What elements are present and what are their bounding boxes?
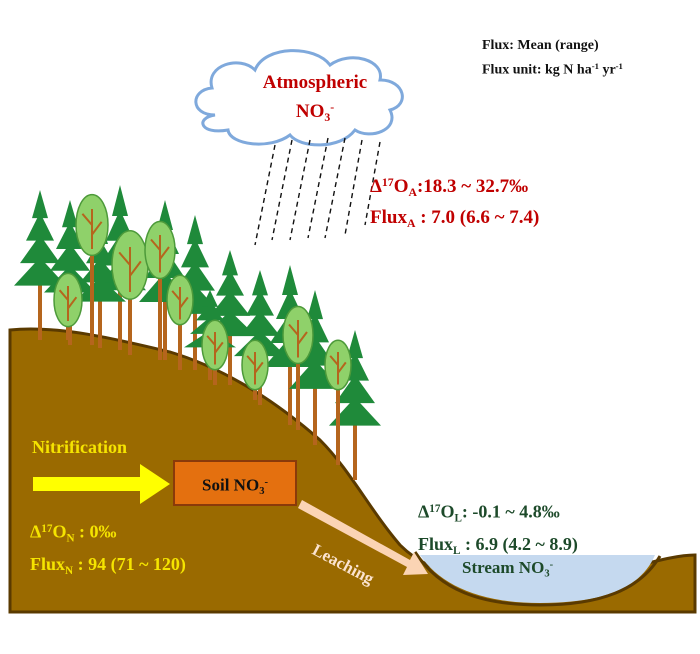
sup: 17 <box>429 503 441 515</box>
sub: 3 <box>544 568 550 580</box>
sub: 3 <box>259 485 265 497</box>
exp: -1 <box>615 61 623 71</box>
sup: 17 <box>381 176 394 189</box>
sub: L <box>454 512 462 525</box>
sup: - <box>549 559 554 571</box>
sub: 3 <box>324 110 331 124</box>
sub: N <box>65 565 74 578</box>
leaching-values: Δ17OL: -0.1 ~ 4.8‰ FluxL : 6.9 (4.2 ~ 8.… <box>418 496 578 564</box>
deciduous-tree <box>282 305 314 430</box>
soil-label: Soil NO <box>202 475 260 495</box>
rain-lines <box>254 137 381 246</box>
no3-label: NO <box>295 100 325 122</box>
legend-line-2: Flux unit: kg N ha <box>482 62 592 78</box>
conifer-tree <box>14 190 66 340</box>
cloud-icon <box>194 49 404 147</box>
legend-line-1: Flux: Mean (range) <box>482 38 599 53</box>
soil-no3-box: Soil NO3- <box>173 460 297 506</box>
nitrification-label: Nitrification <box>32 437 127 457</box>
deciduous-tree <box>166 274 194 370</box>
flux: Flux <box>370 206 407 228</box>
sup: - <box>330 101 335 114</box>
delta: Δ <box>30 521 42 542</box>
flux: Flux <box>30 554 66 575</box>
legend-unit: yr <box>598 62 616 78</box>
deciduous-tree <box>241 339 269 400</box>
flux-legend: Flux: Mean (range) Flux unit: kg N ha-1 … <box>482 36 623 80</box>
delta-value: : 0‰ <box>74 521 117 542</box>
sub: N <box>66 532 75 545</box>
deciduous-tree <box>111 230 149 355</box>
flux-value: : 6.9 (4.2 ~ 8.9) <box>460 534 578 555</box>
forest <box>14 185 381 480</box>
deciduous-tree <box>144 220 176 360</box>
delta: Δ <box>370 175 382 197</box>
o: O <box>52 521 67 542</box>
sub: A <box>406 217 416 231</box>
stream-water <box>420 555 655 603</box>
leaching-arrow <box>298 500 428 575</box>
deciduous-tree <box>201 319 229 385</box>
o: O <box>440 501 455 522</box>
exp: -1 <box>591 61 599 71</box>
atmospheric-values: Δ17OA:18.3 ~ 32.7‰ FluxA : 7.0 (6.6 ~ 7.… <box>370 170 539 236</box>
stream-text: Stream NO <box>462 558 545 577</box>
delta-value: : -0.1 ~ 4.8‰ <box>461 501 560 522</box>
flux-value: : 94 (71 ~ 120) <box>73 554 186 575</box>
conifer-tree <box>329 330 381 480</box>
deciduous-tree <box>324 339 352 465</box>
deciduous-tree <box>75 193 109 345</box>
sup: 17 <box>41 523 53 535</box>
atmospheric-title: Atmospheric <box>262 72 368 93</box>
delta: Δ <box>418 501 430 522</box>
deciduous-tree <box>53 272 83 340</box>
flux-value: : 7.0 (6.6 ~ 7.4) <box>415 206 540 228</box>
sub: A <box>408 185 417 199</box>
stream-label: Stream NO3- <box>462 558 553 580</box>
delta-value: :18.3 ~ 32.7‰ <box>416 175 529 197</box>
sup: - <box>264 477 268 488</box>
nitrification-values: Δ17ON : 0‰ FluxN : 94 (71 ~ 120) <box>30 516 186 584</box>
flux: Flux <box>418 534 454 555</box>
sub: L <box>453 545 461 558</box>
o: O <box>393 175 409 197</box>
atmospheric-label: Atmospheric NO3- <box>255 70 375 130</box>
nitrification-arrow <box>33 464 170 504</box>
